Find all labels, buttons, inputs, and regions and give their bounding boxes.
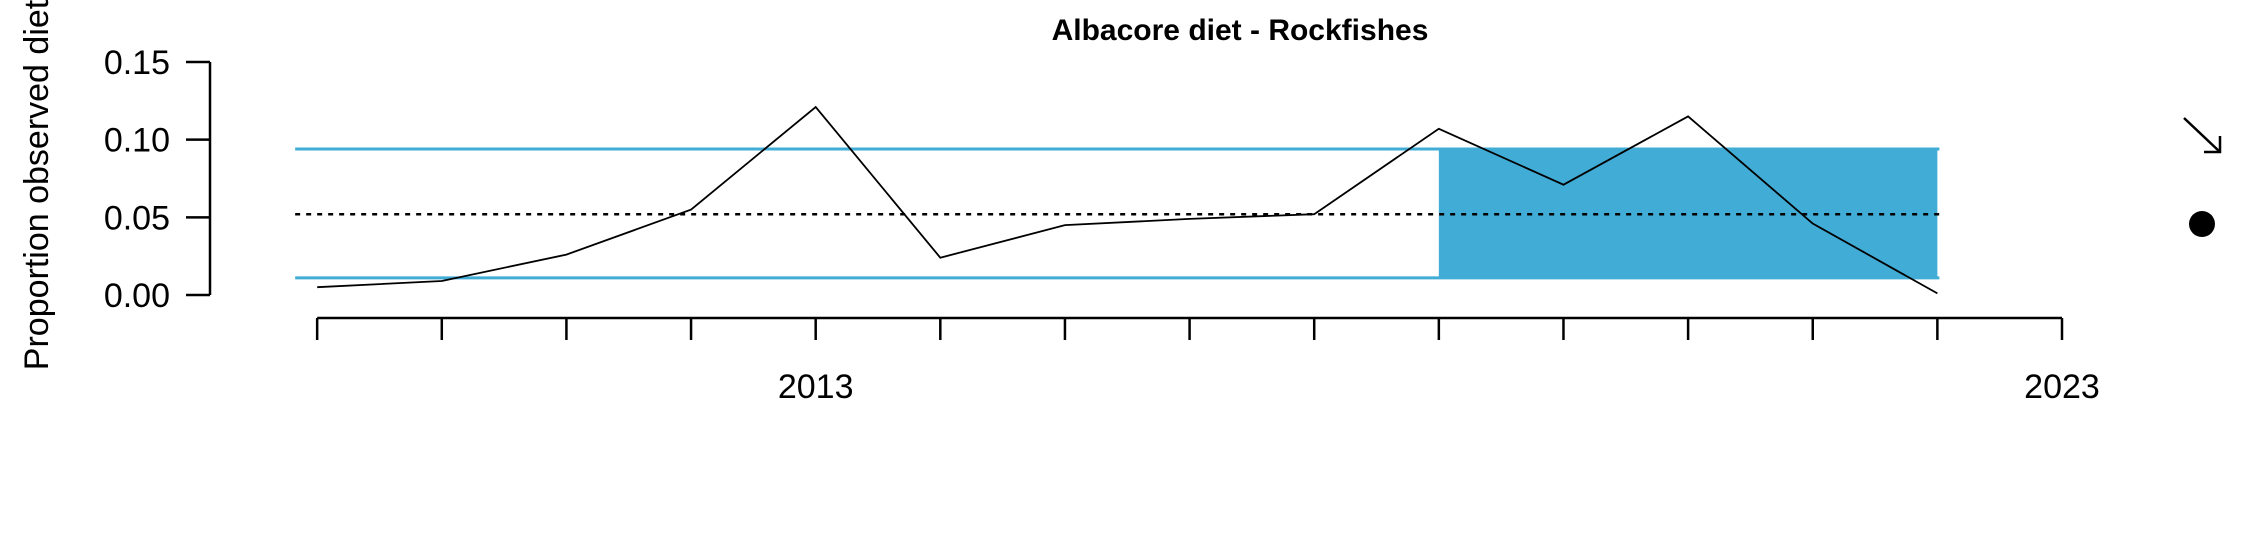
y-tick-label: 0.05 (104, 199, 170, 237)
x-tick-label: 2013 (778, 368, 854, 406)
x-tick-label: 2023 (2024, 368, 2100, 406)
y-tick-label: 0.15 (104, 44, 170, 82)
y-tick-label: 0.00 (104, 277, 170, 315)
y-tick-label: 0.10 (104, 122, 170, 160)
trend-arrow-down-right-icon (2183, 117, 2221, 153)
trend-arrowhead-icon (2204, 136, 2222, 154)
mean-indicator-dot-icon (2189, 211, 2215, 237)
plot-layer: 0.00 0.05 0.10 0.15 2013 2023 (104, 44, 2222, 406)
recent-period-band (1438, 148, 1938, 278)
chart-title: Albacore diet - Rockfishes (1052, 14, 1429, 47)
series-line (317, 105, 1938, 295)
y-axis-label: Proportion observed diet (18, 0, 56, 370)
